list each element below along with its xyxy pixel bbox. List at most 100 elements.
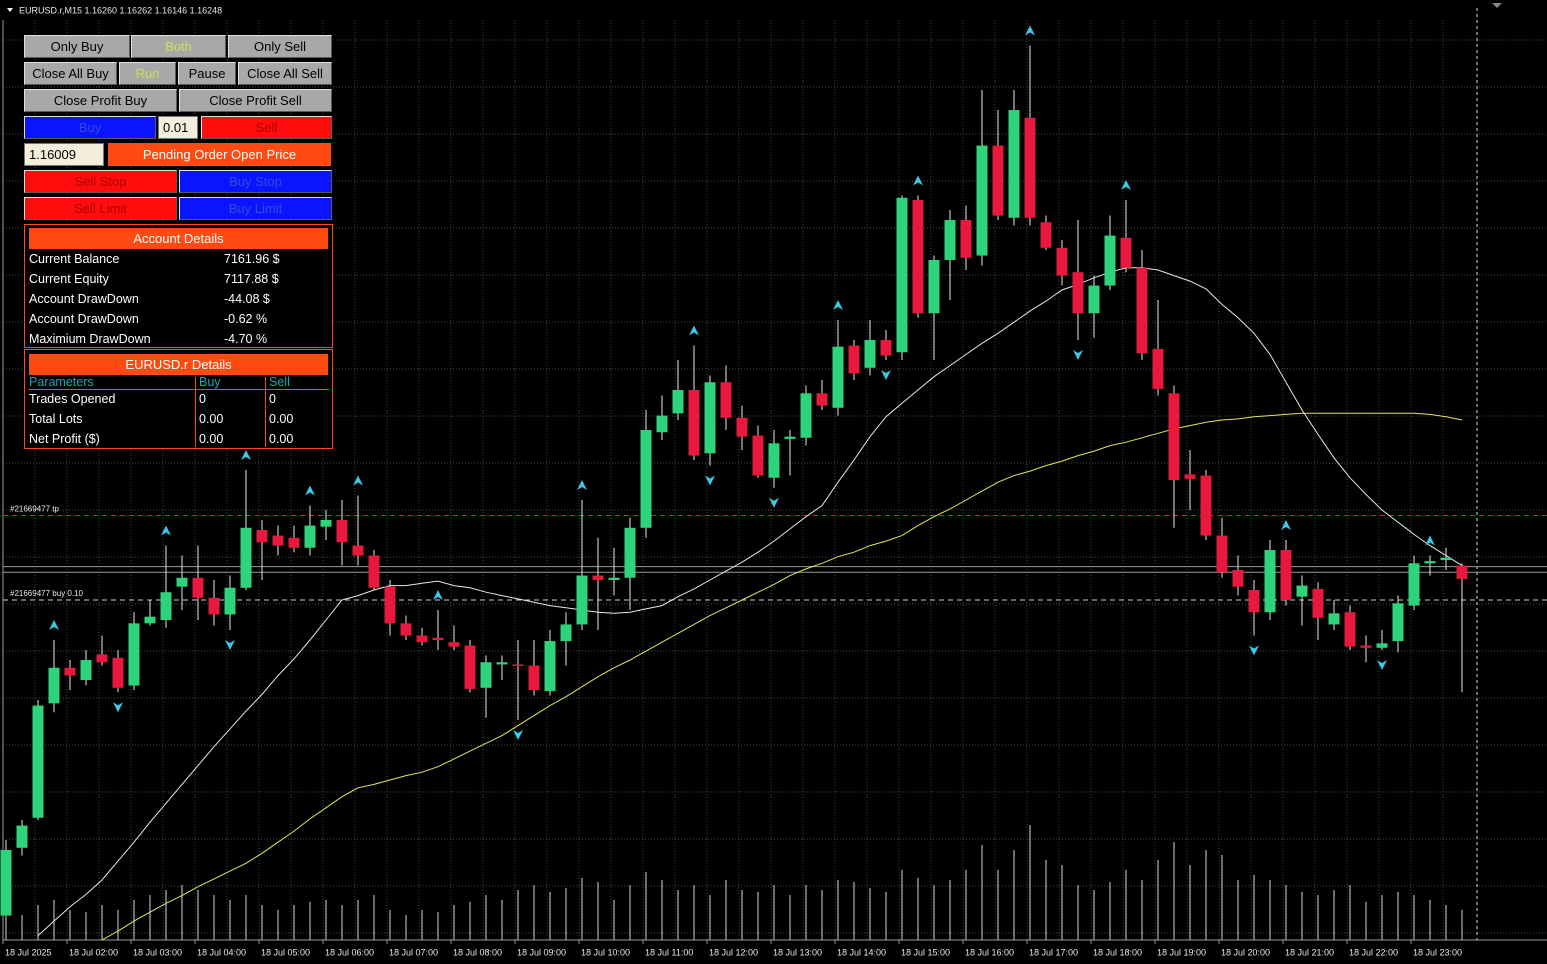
candle-body [144, 616, 156, 624]
account-label: Current Balance [29, 252, 120, 266]
candle-body [256, 530, 268, 543]
account-label: Account DrawDown [29, 312, 139, 326]
candle-body [544, 641, 556, 692]
fractal-down [513, 730, 523, 740]
candle-body [1232, 570, 1244, 587]
fractal-down [705, 475, 715, 486]
candle-body [624, 527, 636, 578]
candle-body [1360, 645, 1372, 648]
lot-input[interactable]: 0.01 [158, 116, 198, 139]
order-label: #21669477 buy 0.10 [10, 589, 84, 598]
candle-body [416, 635, 428, 643]
close-all-sell-button[interactable]: Close All Sell [238, 62, 332, 85]
only-buy-button[interactable]: Only Buy [24, 35, 130, 58]
pending-price-input[interactable]: 1.16009 [24, 143, 104, 166]
both-button[interactable]: Both [131, 35, 226, 58]
x-tick-label: 18 Jul 04:00 [197, 947, 246, 957]
candle-body [288, 537, 300, 548]
candle-body [1344, 612, 1356, 647]
candle-body [1008, 110, 1020, 218]
row-label: Total Lots [29, 412, 83, 426]
fractal-down [113, 702, 123, 713]
candle-body [96, 654, 108, 663]
candle-body [512, 664, 524, 666]
account-label: Maximium DrawDown [29, 332, 151, 346]
candle-body [1376, 643, 1388, 648]
shift-marker [1492, 3, 1502, 8]
candle-body [208, 597, 220, 615]
candle-body [1136, 267, 1148, 354]
candle-body [496, 662, 508, 665]
candle-body [976, 145, 988, 256]
candle-body [240, 527, 252, 588]
buy-stop-button[interactable]: Buy Stop [179, 170, 332, 193]
fractal-down [1377, 660, 1387, 670]
x-tick-label: 18 Jul 20:00 [1221, 947, 1270, 957]
x-tick-label: 18 Jul 17:00 [1029, 947, 1078, 957]
candle-body [832, 346, 844, 408]
candle-body [336, 520, 348, 543]
cell-value: 0.00 [269, 412, 294, 426]
fractal-up [353, 475, 363, 486]
candle-body [176, 577, 188, 587]
sell-button[interactable]: Sell [201, 116, 332, 139]
candle-body [0, 850, 12, 916]
candle-body [432, 637, 444, 640]
column-header: Buy [199, 375, 221, 389]
cell-value: 0 [269, 392, 276, 406]
candle-body [848, 345, 860, 374]
account-label: Account DrawDown [29, 292, 139, 306]
candle-body [752, 435, 764, 476]
candle-body [1040, 222, 1052, 248]
candle-body [1264, 550, 1276, 613]
candle-body [784, 436, 796, 439]
cell-value: 0.00 [269, 432, 294, 446]
column-rule [265, 377, 266, 447]
buy-button[interactable]: Buy [24, 116, 156, 139]
run-button[interactable]: Run [119, 62, 176, 85]
candle-body [224, 587, 236, 615]
fractal-down [1073, 350, 1083, 360]
column-header: Parameters [29, 375, 94, 389]
sell-stop-button[interactable]: Sell Stop [24, 170, 177, 193]
candle-body [304, 525, 316, 548]
fractal-up [913, 175, 923, 186]
x-tick-label: 18 Jul 07:00 [389, 947, 438, 957]
sell-limit-button[interactable]: Sell Limit [24, 197, 177, 220]
account-value: 7117.88 $ [224, 272, 279, 286]
account-box: Account Details [24, 224, 333, 348]
x-tick-label: 18 Jul 10:00 [581, 947, 630, 957]
fractal-up [161, 525, 171, 536]
candle-body [1088, 285, 1100, 314]
close-all-buy-button[interactable]: Close All Buy [24, 62, 117, 85]
symbol-title: EURUSD.r Details [29, 354, 328, 375]
candle-body [992, 145, 1004, 216]
cell-value: 0.00 [199, 432, 224, 446]
buy-limit-button[interactable]: Buy Limit [179, 197, 332, 220]
close-profit-sell-button[interactable]: Close Profit Sell [179, 89, 332, 112]
x-tick-label: 18 Jul 08:00 [453, 947, 502, 957]
fractal-up [49, 620, 59, 630]
fractal-up [241, 450, 251, 460]
candle-body [816, 393, 828, 406]
candle-body [1056, 247, 1068, 276]
fractal-up [1121, 180, 1131, 190]
candle-body [1408, 563, 1420, 606]
header-rule [29, 389, 329, 390]
candle-body [736, 417, 748, 437]
x-tick-label: 18 Jul 19:00 [1157, 947, 1206, 957]
candle-body [560, 624, 572, 642]
candle-body [128, 623, 140, 686]
candle-body [48, 667, 60, 704]
only-sell-button[interactable]: Only Sell [228, 35, 332, 58]
pause-button[interactable]: Pause [178, 62, 236, 85]
x-tick-label: 18 Jul 23:00 [1413, 947, 1462, 957]
candle-body [1440, 557, 1452, 560]
candle-body [528, 665, 540, 690]
x-tick-label: 18 Jul 18:00 [1093, 947, 1142, 957]
fractal-down [769, 497, 779, 508]
candle-body [656, 415, 668, 433]
menu-arrow[interactable] [7, 8, 13, 12]
close-profit-buy-button[interactable]: Close Profit Buy [24, 89, 177, 112]
